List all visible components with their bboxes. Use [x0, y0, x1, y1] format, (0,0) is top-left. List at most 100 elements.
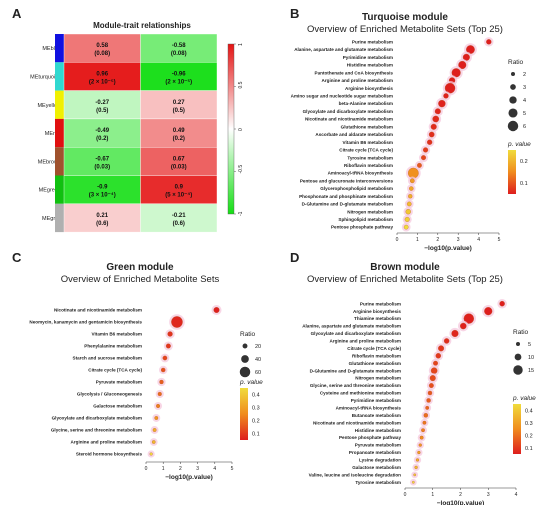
colorbar-tick-label: 1	[238, 43, 244, 46]
cell-pvalue: (3 × 10⁻⁴)	[89, 193, 116, 199]
cell-correlation: 0.9	[175, 185, 184, 191]
data-point	[499, 301, 505, 307]
cell-correlation: 0.21	[96, 213, 108, 219]
heatmap-cell	[140, 62, 218, 91]
data-point	[463, 313, 474, 324]
data-point	[415, 458, 420, 462]
data-point	[417, 450, 421, 455]
module-color-swatch	[55, 175, 64, 204]
data-point	[486, 39, 492, 45]
turquoise-module-panel: Turquoise module Overview of Enriched Me…	[291, 12, 532, 252]
cell-correlation: 0.96	[96, 71, 108, 77]
colorbar-tick-label: -0.5	[238, 165, 244, 174]
pathway-label: Steroid hormone biosynthesis	[76, 452, 143, 457]
data-point	[451, 329, 459, 338]
heatmap-cell	[140, 118, 218, 148]
x-axis-label: −log10(p.value)	[424, 245, 472, 252]
panel-label-a: A	[12, 6, 22, 21]
x-tick-label: 3	[457, 237, 460, 243]
cell-pvalue: (0.2)	[96, 136, 108, 142]
data-point	[165, 343, 171, 349]
x-tick-label: 4	[515, 492, 518, 498]
color-legend-tick-label: 0.3	[252, 406, 260, 412]
cell-pvalue: (0.03)	[171, 164, 187, 170]
color-legend-title: p. value	[239, 379, 263, 386]
row-label: MEred	[45, 131, 61, 137]
color-legend-bar	[508, 150, 516, 194]
pathway-label: Histidine metabolism	[355, 428, 401, 433]
color-legend-tick-label: 0.1	[525, 446, 533, 452]
chart-subtitle: Overview of Enriched Metabolite Sets	[61, 274, 220, 285]
heatmap-title: Module-trait relationships	[93, 21, 191, 30]
module-color-swatch	[55, 147, 64, 176]
color-legend-tick-label: 0.4	[252, 393, 260, 399]
cell-pvalue: (0.08)	[94, 51, 110, 57]
pathway-label: Glycine, serine and threonine metabolism	[51, 428, 142, 433]
data-point	[154, 416, 159, 420]
size-legend-dot	[508, 108, 518, 118]
color-legend-bar	[513, 404, 521, 454]
heatmap-cell	[140, 175, 218, 204]
pathway-label: Purine metabolism	[352, 39, 393, 44]
x-tick-label: 0	[145, 466, 148, 472]
cell-pvalue: (0.6)	[173, 221, 185, 227]
chart-title: Brown module	[370, 262, 440, 273]
size-legend-dot	[239, 366, 251, 378]
pathway-label: Citrate cycle (TCA cycle)	[88, 368, 142, 373]
row-label: MEblue	[42, 46, 61, 52]
data-point	[162, 355, 168, 361]
heatmap-colorbar: 1 0.5 0 -0.5 -1	[227, 43, 244, 216]
pathway-label: Pyruvate metabolism	[96, 380, 142, 385]
pathway-label: Galactose metabolism	[352, 465, 401, 470]
pathway-label: Phosphonate and phosphinate metabolism	[299, 194, 393, 199]
cell-correlation: 0.67	[173, 156, 185, 162]
x-tick-label: 2	[459, 492, 462, 498]
pathway-label: Glycolysis / Gluconeogenesis	[77, 392, 143, 397]
x-tick-label: 1	[431, 492, 434, 498]
pathway-label: Glutathione metabolism	[341, 124, 393, 129]
x-tick-label: 1	[162, 466, 165, 472]
cell-pvalue: (5 × 10⁻⁴)	[165, 193, 192, 199]
pathway-label: Pentose phosphate pathway	[339, 435, 401, 440]
pathway-label: Riboflavin metabolism	[344, 163, 393, 168]
color-legend-tick-label: 0.3	[525, 421, 533, 427]
module-color-swatch	[55, 62, 64, 91]
size-legend-dot	[510, 84, 516, 90]
data-point	[403, 224, 409, 230]
data-point	[422, 420, 427, 425]
pathway-label: Glyoxylate and dicarboxylate metabolism	[303, 109, 393, 114]
cell-correlation: -0.58	[172, 43, 186, 49]
data-point	[421, 428, 425, 433]
pathway-label: Phenylalanine metabolism	[84, 344, 142, 349]
data-point	[426, 139, 433, 145]
x-tick-label: 5	[231, 466, 234, 472]
x-tick-label: 2	[179, 466, 182, 472]
data-point	[213, 307, 220, 313]
data-point	[405, 209, 411, 215]
data-point	[428, 383, 434, 388]
heatmap-cell	[63, 118, 141, 148]
size-legend-label: 20	[255, 344, 261, 350]
x-tick-label: 0	[404, 492, 407, 498]
pathway-label: Pentose and glucuronate interconversions	[300, 178, 394, 183]
heatmap-cell	[140, 90, 218, 120]
row-label: MEturquoise	[30, 74, 61, 80]
data-point	[451, 68, 461, 78]
data-point	[422, 147, 429, 153]
data-point	[171, 316, 183, 328]
heatmap-cell	[140, 33, 218, 63]
data-point	[421, 155, 427, 161]
pathway-label: Citrate cycle (TCA cycle)	[339, 148, 393, 153]
cell-correlation: -0.96	[172, 71, 186, 77]
data-point	[418, 443, 422, 447]
colorbar-tick-label: 0.5	[238, 81, 244, 88]
data-point	[417, 162, 422, 168]
color-legend-tick-label: 0.1	[252, 432, 260, 438]
data-point	[434, 108, 441, 115]
data-point	[438, 99, 446, 108]
pathway-label: Vitamin B6 metabolism	[92, 332, 142, 337]
size-legend-label: 60	[255, 370, 261, 376]
brown-module-panel: Brown module Overview of Enriched Metabo…	[302, 262, 536, 505]
size-legend-label: 40	[255, 357, 261, 363]
cell-pvalue: (2 × 10⁻⁵)	[165, 79, 192, 85]
